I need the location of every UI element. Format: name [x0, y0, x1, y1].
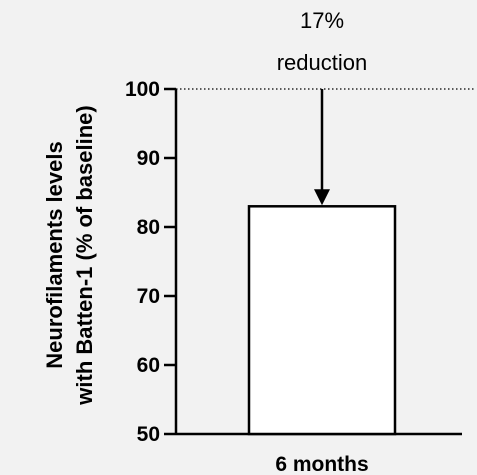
y-tick-label-100: 100: [125, 78, 160, 101]
plot-area: 50 60 70 80 90 100 6 months: [125, 78, 475, 475]
x-category-label-0: 6 months: [275, 453, 368, 475]
annotation-line-1: 17%: [300, 8, 344, 33]
y-tick-label-60: 60: [137, 354, 160, 377]
y-tick-label-90: 90: [137, 147, 160, 170]
y-tick-label-80: 80: [137, 216, 160, 239]
y-tick-label-70: 70: [137, 285, 160, 308]
y-axis-title-line-2: with Batten-1 (% of baseline): [72, 105, 97, 405]
annotation: 17% reduction: [277, 8, 368, 75]
annotation-arrow-head: [314, 189, 330, 206]
y-axis-title: Neurofilaments levels with Batten-1 (% o…: [42, 105, 97, 405]
y-axis-title-line-1: Neurofilaments levels: [42, 141, 67, 368]
annotation-line-2: reduction: [277, 50, 368, 75]
y-tick-label-50: 50: [137, 423, 160, 446]
bar-0: [247, 205, 397, 436]
